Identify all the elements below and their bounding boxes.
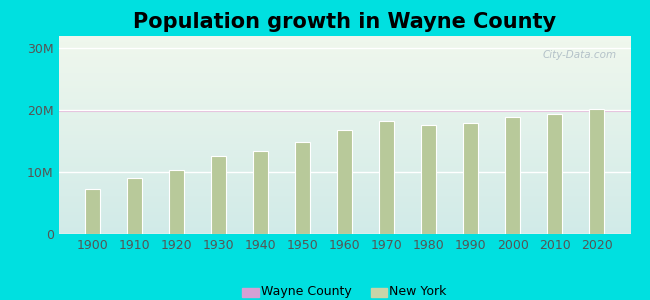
Legend: Wayne County, New York: Wayne County, New York — [237, 280, 452, 300]
Text: City-Data.com: City-Data.com — [542, 50, 616, 60]
Bar — [379, 121, 394, 234]
Bar — [169, 170, 183, 234]
Bar — [337, 130, 352, 234]
Bar — [211, 156, 226, 234]
Bar — [590, 109, 605, 234]
Bar — [295, 142, 310, 234]
Bar — [463, 123, 478, 234]
Bar — [127, 178, 142, 234]
Title: Population growth in Wayne County: Population growth in Wayne County — [133, 12, 556, 32]
Bar — [547, 114, 562, 234]
Bar — [421, 125, 436, 234]
Bar — [253, 151, 268, 234]
Bar — [506, 117, 520, 234]
Bar — [84, 189, 99, 234]
